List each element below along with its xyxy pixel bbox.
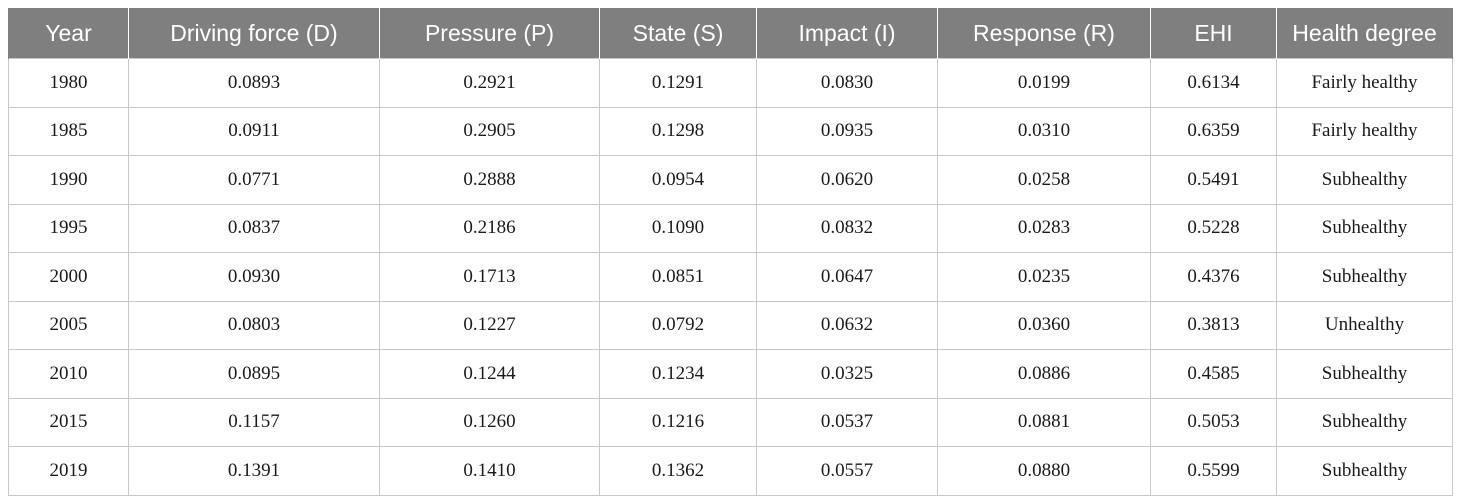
cell-year: 1980 bbox=[8, 58, 129, 108]
cell-health-degree: Unhealthy bbox=[1276, 300, 1453, 350]
cell-impact: 0.0647 bbox=[756, 252, 938, 302]
cell-pressure: 0.1410 bbox=[379, 446, 600, 496]
cell-year: 2015 bbox=[8, 397, 129, 447]
cell-pressure: 0.2888 bbox=[379, 155, 600, 205]
cell-year: 2000 bbox=[8, 252, 129, 302]
cell-health-degree: Subhealthy bbox=[1276, 446, 1453, 496]
cell-state: 0.0851 bbox=[599, 252, 757, 302]
table-row: 2015 0.1157 0.1260 0.1216 0.0537 0.0881 0.5053… bbox=[8, 397, 1453, 447]
cell-response: 0.0235 bbox=[937, 252, 1151, 302]
header-health-degree: Health degree bbox=[1276, 8, 1453, 59]
cell-impact: 0.0557 bbox=[756, 446, 938, 496]
cell-driving-force: 0.1391 bbox=[128, 446, 380, 496]
header-driving-force: Driving force (D) bbox=[128, 8, 380, 59]
cell-driving-force: 0.0911 bbox=[128, 106, 380, 156]
table-row: 1980 0.0893 0.2921 0.1291 0.0830 0.0199 0.6134… bbox=[8, 58, 1453, 108]
table-row: 2010 0.0895 0.1244 0.1234 0.0325 0.0886 0.4585… bbox=[8, 349, 1453, 399]
table-row: 1995 0.0837 0.2186 0.1090 0.0832 0.0283 0.5228… bbox=[8, 203, 1453, 253]
ehi-table: Year Driving force (D) Pressure (P) Stat… bbox=[8, 8, 1453, 496]
cell-driving-force: 0.0930 bbox=[128, 252, 380, 302]
cell-year: 2019 bbox=[8, 446, 129, 496]
cell-state: 0.1362 bbox=[599, 446, 757, 496]
cell-response: 0.0310 bbox=[937, 106, 1151, 156]
cell-health-degree: Fairly healthy bbox=[1276, 58, 1453, 108]
header-year: Year bbox=[8, 8, 129, 59]
cell-ehi: 0.5053 bbox=[1150, 397, 1277, 447]
cell-state: 0.1216 bbox=[599, 397, 757, 447]
cell-health-degree: Subhealthy bbox=[1276, 155, 1453, 205]
cell-response: 0.0283 bbox=[937, 203, 1151, 253]
cell-ehi: 0.4376 bbox=[1150, 252, 1277, 302]
cell-driving-force: 0.0803 bbox=[128, 300, 380, 350]
cell-impact: 0.0325 bbox=[756, 349, 938, 399]
cell-state: 0.1298 bbox=[599, 106, 757, 156]
cell-pressure: 0.1260 bbox=[379, 397, 600, 447]
cell-year: 1985 bbox=[8, 106, 129, 156]
cell-state: 0.1291 bbox=[599, 58, 757, 108]
cell-driving-force: 0.0893 bbox=[128, 58, 380, 108]
cell-ehi: 0.5599 bbox=[1150, 446, 1277, 496]
cell-year: 2005 bbox=[8, 300, 129, 350]
cell-state: 0.1090 bbox=[599, 203, 757, 253]
cell-impact: 0.0935 bbox=[756, 106, 938, 156]
cell-pressure: 0.1713 bbox=[379, 252, 600, 302]
cell-ehi: 0.4585 bbox=[1150, 349, 1277, 399]
cell-driving-force: 0.0895 bbox=[128, 349, 380, 399]
cell-ehi: 0.6134 bbox=[1150, 58, 1277, 108]
header-pressure: Pressure (P) bbox=[379, 8, 600, 59]
cell-pressure: 0.1244 bbox=[379, 349, 600, 399]
header-impact: Impact (I) bbox=[756, 8, 938, 59]
table-row: 2000 0.0930 0.1713 0.0851 0.0647 0.0235 0.4376… bbox=[8, 252, 1453, 302]
header-response: Response (R) bbox=[937, 8, 1151, 59]
cell-state: 0.0792 bbox=[599, 300, 757, 350]
cell-ehi: 0.3813 bbox=[1150, 300, 1277, 350]
table-row: 2005 0.0803 0.1227 0.0792 0.0632 0.0360 0.3813… bbox=[8, 300, 1453, 350]
cell-response: 0.0881 bbox=[937, 397, 1151, 447]
cell-pressure: 0.2186 bbox=[379, 203, 600, 253]
cell-impact: 0.0537 bbox=[756, 397, 938, 447]
cell-year: 1990 bbox=[8, 155, 129, 205]
cell-state: 0.1234 bbox=[599, 349, 757, 399]
cell-impact: 0.0832 bbox=[756, 203, 938, 253]
cell-health-degree: Fairly healthy bbox=[1276, 106, 1453, 156]
cell-year: 2010 bbox=[8, 349, 129, 399]
cell-driving-force: 0.0837 bbox=[128, 203, 380, 253]
table-row: 1985 0.0911 0.2905 0.1298 0.0935 0.0310 0.6359… bbox=[8, 106, 1453, 156]
table-row: 2019 0.1391 0.1410 0.1362 0.0557 0.0880 0.5599… bbox=[8, 446, 1453, 496]
table-row: 1990 0.0771 0.2888 0.0954 0.0620 0.0258 0.5491… bbox=[8, 155, 1453, 205]
cell-impact: 0.0620 bbox=[756, 155, 938, 205]
cell-driving-force: 0.1157 bbox=[128, 397, 380, 447]
cell-pressure: 0.2921 bbox=[379, 58, 600, 108]
cell-pressure: 0.2905 bbox=[379, 106, 600, 156]
cell-ehi: 0.5228 bbox=[1150, 203, 1277, 253]
cell-response: 0.0880 bbox=[937, 446, 1151, 496]
table-body: 1980 0.0893 0.2921 0.1291 0.0830 0.0199 0.6134… bbox=[8, 58, 1453, 496]
cell-response: 0.0360 bbox=[937, 300, 1151, 350]
cell-ehi: 0.5491 bbox=[1150, 155, 1277, 205]
header-state: State (S) bbox=[599, 8, 757, 59]
cell-health-degree: Subhealthy bbox=[1276, 203, 1453, 253]
cell-driving-force: 0.0771 bbox=[128, 155, 380, 205]
cell-state: 0.0954 bbox=[599, 155, 757, 205]
cell-impact: 0.0632 bbox=[756, 300, 938, 350]
cell-impact: 0.0830 bbox=[756, 58, 938, 108]
cell-response: 0.0258 bbox=[937, 155, 1151, 205]
cell-response: 0.0199 bbox=[937, 58, 1151, 108]
cell-year: 1995 bbox=[8, 203, 129, 253]
cell-health-degree: Subhealthy bbox=[1276, 349, 1453, 399]
cell-response: 0.0886 bbox=[937, 349, 1151, 399]
cell-health-degree: Subhealthy bbox=[1276, 252, 1453, 302]
header-row: Year Driving force (D) Pressure (P) Stat… bbox=[8, 8, 1453, 59]
header-ehi: EHI bbox=[1150, 8, 1277, 59]
table-container: Year Driving force (D) Pressure (P) Stat… bbox=[8, 8, 1453, 496]
cell-ehi: 0.6359 bbox=[1150, 106, 1277, 156]
cell-health-degree: Subhealthy bbox=[1276, 397, 1453, 447]
cell-pressure: 0.1227 bbox=[379, 300, 600, 350]
